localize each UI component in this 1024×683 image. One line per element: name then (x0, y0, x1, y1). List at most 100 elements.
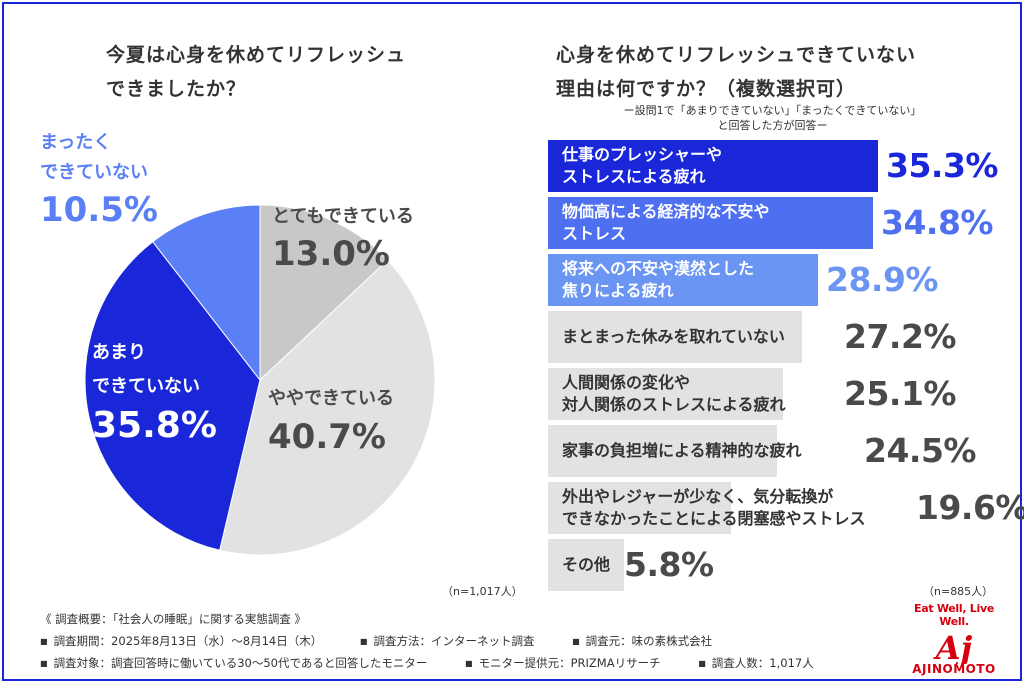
bullet-icon: ■ (572, 637, 580, 646)
bar-label-line1: 物価高による経済的な不安や (562, 202, 770, 221)
bar-label: その他 (562, 539, 610, 591)
survey-provider: ■ モニター提供元：PRIZMAリサーチ (465, 656, 661, 670)
pie-label-amari: あまり できていない 35.8% (92, 336, 217, 448)
bar-label: まとまった休みを取れていない (562, 311, 785, 363)
bar-row: 仕事のプレッシャーや ストレスによる疲れ 35.3% (548, 140, 1018, 192)
right-title-line1: 心身を休めてリフレッシュできていない (556, 44, 917, 66)
survey-target: ■ 調査対象：調査回答時に働いている30～50代であると回答したモニター (40, 656, 427, 670)
pie-slice-yaya (219, 259, 436, 556)
pie-pct-yaya: 40.7% (268, 417, 386, 457)
survey-period: ■ 調査期間：2025年8月13日（水）～8月14日（木） (40, 634, 322, 648)
bar-label-line2: ストレスによる疲れ (562, 167, 706, 186)
pie-cat-totemo: とてもできている (272, 206, 414, 227)
bar-label-line1: 家事の負担増による精神的な疲れ (562, 441, 802, 460)
logo-mark-text: Aj (933, 630, 973, 664)
bar-label-line1: 将来への不安や漠然とした (562, 259, 755, 278)
bar-value-label: 25.1% (844, 374, 957, 413)
right-sample-size: （n=885人） (923, 585, 994, 598)
bar-rect (548, 140, 878, 192)
pie-pct-mattaku: 10.5% (40, 190, 158, 230)
left-title-line1: 今夏は心身を休めてリフレッシュ (106, 44, 407, 66)
right-subtitle-line1: ー設問1で「あまりできていない」「まったくできていない」 (623, 104, 922, 117)
survey-period-text: 調査期間：2025年8月13日（水）～8月14日（木） (53, 634, 323, 648)
pie-pct-amari: 35.8% (92, 405, 217, 446)
bar-row: その他 5.8% (548, 539, 1018, 591)
bar-value-label: 27.2% (844, 317, 957, 356)
ajinomoto-logo-icon: Aj (933, 630, 973, 664)
pie-cat-amari-line2: できていない (92, 376, 200, 397)
survey-count: ■ 調査人数：1,017人 (698, 656, 813, 670)
bar-label-line2: 焦りによる疲れ (562, 281, 674, 300)
bar-rect (548, 311, 802, 363)
pie-label-mattaku: まったく できていない 10.5% (40, 128, 158, 232)
bar-label: 物価高による経済的な不安や ストレス (562, 197, 770, 249)
bullet-icon: ■ (465, 659, 473, 668)
pie-slice-totemo (259, 204, 389, 382)
bar-row: 外出やレジャーが少なく、気分転換ができなかったことによる閉塞感やストレス 19.6… (548, 482, 1024, 534)
survey-method-text: 調査方法：インターネット調査 (373, 634, 535, 648)
ajinomoto-brand: Eat Well, Live Well. Aj AJINOMOTO (904, 602, 1004, 676)
bar-value-label: 5.8% (624, 545, 714, 584)
bar-value-label: 28.9% (826, 260, 939, 299)
bar-row: 人間関係の変化や対人関係のストレスによる疲れ 25.1% (548, 368, 1018, 420)
survey-provider-text: モニター提供元：PRIZMAリサーチ (478, 656, 661, 670)
bar-label: 仕事のプレッシャーや ストレスによる疲れ (562, 140, 722, 192)
bar-rect (548, 539, 624, 591)
bar-value-label: 35.3% (886, 146, 999, 185)
left-title-line2: できましたか？ (106, 78, 247, 100)
bar-label-line2: 対人関係のストレスによる疲れ (562, 395, 786, 414)
pie-slice-mattaku (152, 204, 261, 382)
bar-label-line2: できなかったことによる閉塞感やストレス (562, 509, 866, 528)
bar-label: 将来への不安や漠然とした 焦りによる疲れ (562, 254, 754, 306)
bullet-icon: ■ (698, 659, 706, 668)
left-sample-size: （n=1,017人） (442, 585, 523, 598)
bar-label: 人間関係の変化や対人関係のストレスによる疲れ (562, 368, 786, 420)
survey-org-text: 調査元：味の素株式会社 (585, 634, 713, 648)
bar-rect (548, 197, 873, 249)
survey-details-row2: ■ 調査対象：調査回答時に働いている30～50代であると回答したモニター ■ モニタ… (40, 655, 848, 671)
bullet-icon: ■ (40, 659, 48, 668)
right-subtitle-line2: と回答した方が回答ー (717, 119, 828, 132)
bar-label-line1: 人間関係の変化や (562, 373, 691, 392)
brand-tagline: Eat Well, Live Well. (914, 602, 994, 628)
bar-label-line1: その他 (562, 555, 611, 574)
bar-row: まとまった休みを取れていない 27.2% (548, 311, 1018, 363)
right-title-line2: 理由は何ですか？（複数選択可） (556, 78, 857, 100)
survey-details-row1: ■ 調査期間：2025年8月13日（水）～8月14日（木） ■ 調査方法：インターネ… (40, 633, 746, 649)
survey-heading: 《 調査概要：「社会人の睡眠」に関する実態調査 》 (40, 611, 306, 627)
bar-label: 家事の負担増による精神的な疲れ (562, 425, 802, 477)
brand-logo-text: AJINOMOTO (912, 662, 996, 676)
bar-value-label: 24.5% (864, 431, 977, 470)
bar-row: 将来への不安や漠然とした 焦りによる疲れ 28.9% (548, 254, 1018, 306)
pie-label-yaya: ややできている 40.7% (268, 384, 394, 460)
bar-rect (548, 482, 731, 534)
survey-target-text: 調査対象：調査回答時に働いている30～50代であると回答したモニター (53, 656, 428, 670)
bar-label-line1: 外出やレジャーが少なく、気分転換が (562, 487, 834, 506)
survey-org: ■ 調査元：味の素株式会社 (572, 634, 712, 648)
bar-row: 家事の負担増による精神的な疲れ 24.5% (548, 425, 1018, 477)
pie-cat-amari-line1: あまり (92, 342, 146, 363)
bar-label-line1: まとまった休みを取れていない (562, 327, 785, 346)
bullet-icon: ■ (359, 637, 368, 646)
bar-rect (548, 425, 777, 477)
survey-method: ■ 調査方法：インターネット調査 (360, 634, 535, 648)
survey-heading-text: 《 調査概要：「社会人の睡眠」に関する実態調査 》 (40, 612, 307, 626)
bar-row: 物価高による経済的な不安や ストレス 34.8% (548, 197, 1018, 249)
bar-label-line2: ストレス (562, 224, 627, 243)
pie-cat-mattaku-line2: できていない (40, 162, 148, 183)
pie-label-totemo: とてもできている 13.0% (272, 202, 414, 276)
bullet-icon: ■ (40, 637, 48, 646)
pie-cat-yaya: ややできている (268, 388, 394, 409)
pie-cat-mattaku-line1: まったく (40, 132, 112, 153)
bar-value-label: 19.6% (916, 488, 1024, 527)
survey-count-text: 調査人数：1,017人 (711, 656, 814, 670)
bar-rect (548, 368, 783, 420)
pie-pct-totemo: 13.0% (272, 234, 390, 274)
bar-rect (548, 254, 818, 306)
bar-value-label: 34.8% (881, 203, 994, 242)
right-question-title: 心身を休めてリフレッシュできていない 理由は何ですか？（複数選択可） (556, 38, 1016, 106)
left-question-title: 今夏は心身を休めてリフレッシュ できましたか？ (106, 38, 486, 106)
bar-label: 外出やレジャーが少なく、気分転換ができなかったことによる閉塞感やストレス (562, 482, 866, 534)
